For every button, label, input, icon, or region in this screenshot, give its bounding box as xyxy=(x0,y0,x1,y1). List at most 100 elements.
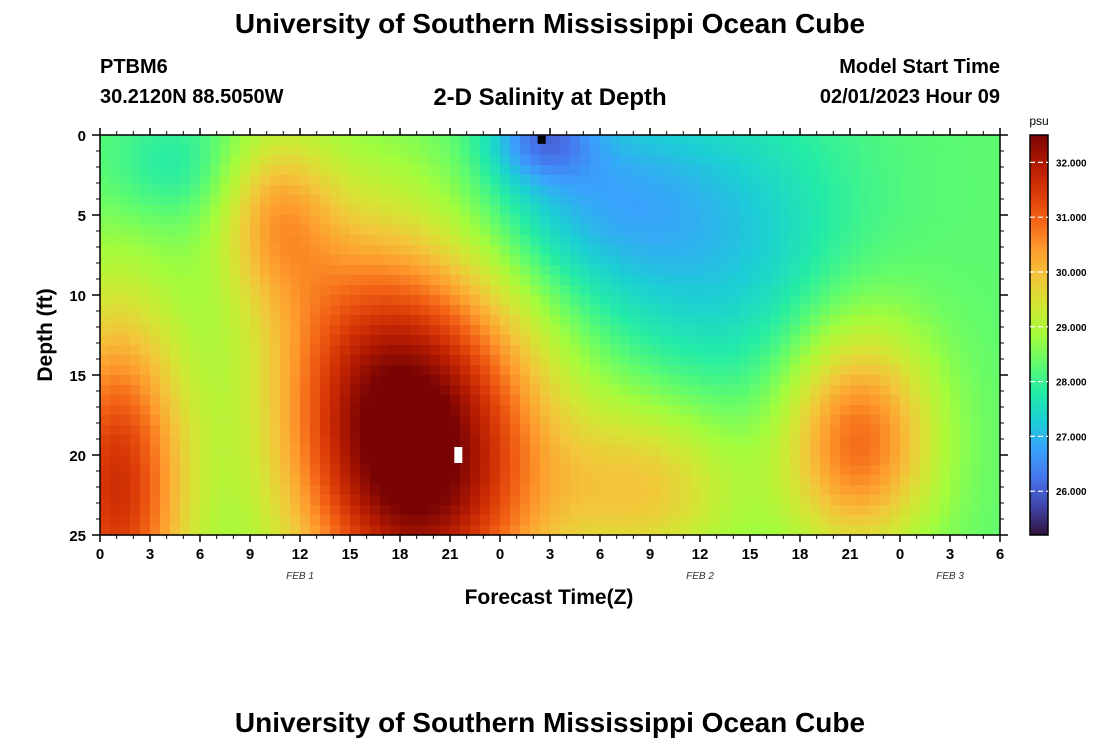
heatmap-cell xyxy=(730,515,741,526)
heatmap-cell xyxy=(450,285,461,296)
heatmap-cell xyxy=(320,435,331,446)
heatmap-cell xyxy=(790,145,801,156)
heatmap-cell xyxy=(130,325,141,336)
heatmap-cell xyxy=(980,275,991,286)
heatmap-cell xyxy=(100,405,111,416)
heatmap-cell xyxy=(980,525,991,536)
heatmap-cell xyxy=(460,375,471,386)
heatmap-cell xyxy=(400,345,411,356)
heatmap-cell xyxy=(610,165,621,176)
heatmap-cell xyxy=(590,275,601,286)
heatmap-cell xyxy=(520,465,531,476)
heatmap-cell xyxy=(740,135,751,146)
heatmap-cell xyxy=(880,265,891,276)
heatmap-cell xyxy=(720,505,731,516)
heatmap-cell xyxy=(490,375,501,386)
heatmap-cell xyxy=(410,415,421,426)
heatmap-cell xyxy=(950,435,961,446)
heatmap-cell xyxy=(810,515,821,526)
heatmap-cell xyxy=(540,415,551,426)
heatmap-cell xyxy=(980,485,991,496)
heatmap-cell xyxy=(260,395,271,406)
heatmap-cell xyxy=(650,345,661,356)
heatmap-cell xyxy=(810,185,821,196)
heatmap-cell xyxy=(210,195,221,206)
heatmap-cell xyxy=(210,235,221,246)
heatmap-cell xyxy=(140,145,151,156)
heatmap-cell xyxy=(260,275,271,286)
heatmap-cell xyxy=(110,485,121,496)
heatmap-cell xyxy=(680,415,691,426)
heatmap-cell xyxy=(690,335,701,346)
heatmap-cell xyxy=(960,335,971,346)
heatmap-cell xyxy=(840,295,851,306)
heatmap-cell xyxy=(310,215,321,226)
heatmap-cell xyxy=(310,185,321,196)
heatmap-cell xyxy=(170,415,181,426)
heatmap-cell xyxy=(270,145,281,156)
heatmap-cell xyxy=(970,245,981,256)
heatmap-cell xyxy=(280,175,291,186)
heatmap-cell xyxy=(320,215,331,226)
heatmap-cell xyxy=(110,325,121,336)
heatmap-cell xyxy=(690,465,701,476)
heatmap-cell xyxy=(710,455,721,466)
heatmap-cell xyxy=(840,155,851,166)
heatmap-cell xyxy=(170,435,181,446)
heatmap-cell xyxy=(830,255,841,266)
heatmap-cell xyxy=(260,355,271,366)
heatmap-cell xyxy=(940,285,951,296)
heatmap-cell xyxy=(250,215,261,226)
heatmap-cell xyxy=(320,295,331,306)
heatmap-cell xyxy=(730,175,741,186)
heatmap-cell xyxy=(100,315,111,326)
heatmap-cell xyxy=(880,285,891,296)
heatmap-cell xyxy=(730,265,741,276)
heatmap-cell xyxy=(930,275,941,286)
heatmap-cell xyxy=(550,135,561,146)
heatmap-cell xyxy=(430,135,441,146)
heatmap-cell xyxy=(560,145,571,156)
heatmap-cell xyxy=(880,215,891,226)
heatmap-cell xyxy=(370,295,381,306)
chart-subtitle: 2-D Salinity at Depth xyxy=(433,84,667,111)
heatmap-cell xyxy=(580,385,591,396)
heatmap-cell xyxy=(530,355,541,366)
heatmap-cell xyxy=(520,455,531,466)
heatmap-cell xyxy=(310,375,321,386)
heatmap-cell xyxy=(970,135,981,146)
heatmap-cell xyxy=(870,295,881,306)
heatmap-cell xyxy=(820,365,831,376)
heatmap-cell xyxy=(290,185,301,196)
heatmap-cell xyxy=(700,445,711,456)
heatmap-cell xyxy=(280,435,291,446)
heatmap-cell xyxy=(830,265,841,276)
heatmap-cell xyxy=(600,385,611,396)
heatmap-cell xyxy=(890,285,901,296)
heatmap-cell xyxy=(850,215,861,226)
x-tick-label: 21 xyxy=(442,546,459,563)
heatmap-cell xyxy=(500,185,511,196)
heatmap-cell xyxy=(310,385,321,396)
heatmap-cell xyxy=(590,165,601,176)
heatmap-cell xyxy=(720,525,731,536)
heatmap-cell xyxy=(640,415,651,426)
heatmap-cell xyxy=(390,135,401,146)
heatmap-cell xyxy=(600,205,611,216)
heatmap-cell xyxy=(620,405,631,416)
heatmap-cell xyxy=(370,225,381,236)
heatmap-cell xyxy=(820,515,831,526)
heatmap-cell xyxy=(580,135,591,146)
heatmap-cell xyxy=(660,195,671,206)
heatmap-cell xyxy=(200,365,211,376)
heatmap-cell xyxy=(990,375,1001,386)
heatmap-cell xyxy=(520,355,531,366)
heatmap-cell xyxy=(780,165,791,176)
heatmap-cell xyxy=(990,185,1001,196)
heatmap-cell xyxy=(950,135,961,146)
heatmap-cell xyxy=(850,325,861,336)
heatmap-cell xyxy=(330,345,341,356)
heatmap-cell xyxy=(860,485,871,496)
heatmap-cell xyxy=(230,135,241,146)
heatmap-cell xyxy=(360,415,371,426)
